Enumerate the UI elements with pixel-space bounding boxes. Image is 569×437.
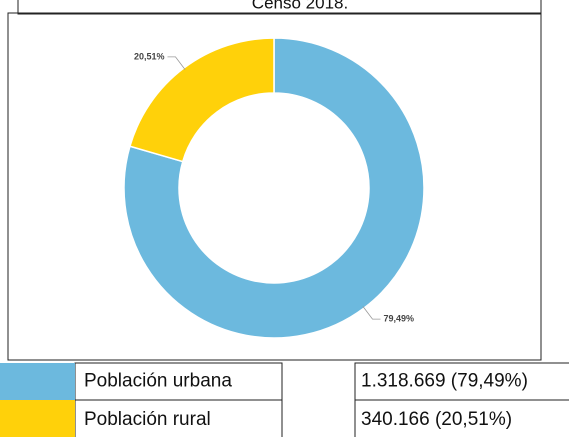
data-label: 79,49% bbox=[384, 313, 415, 323]
data-label: 20,51% bbox=[134, 51, 165, 61]
legend-label: Población rural bbox=[84, 409, 211, 430]
legend-label: Población urbana bbox=[84, 371, 232, 392]
legend-swatch bbox=[0, 363, 75, 400]
pie-slice bbox=[123, 37, 425, 339]
table-value: 1.318.669 (79,49%) bbox=[361, 371, 528, 392]
table-cell bbox=[354, 399, 569, 437]
chart-title: Censo 2018. bbox=[252, 0, 348, 12]
pie-slice bbox=[129, 37, 275, 163]
chart-frame bbox=[7, 12, 542, 361]
legend-swatch bbox=[0, 400, 75, 437]
leader-line bbox=[167, 56, 186, 70]
table-value: 340.166 (20,51%) bbox=[361, 409, 512, 430]
legend-table: Población urbana 1.318.669 (79,49%) Poblac… bbox=[0, 362, 569, 437]
leader-line bbox=[362, 306, 381, 320]
caption-box bbox=[17, 0, 542, 15]
pie: 79,49% 20,51% bbox=[123, 37, 425, 339]
